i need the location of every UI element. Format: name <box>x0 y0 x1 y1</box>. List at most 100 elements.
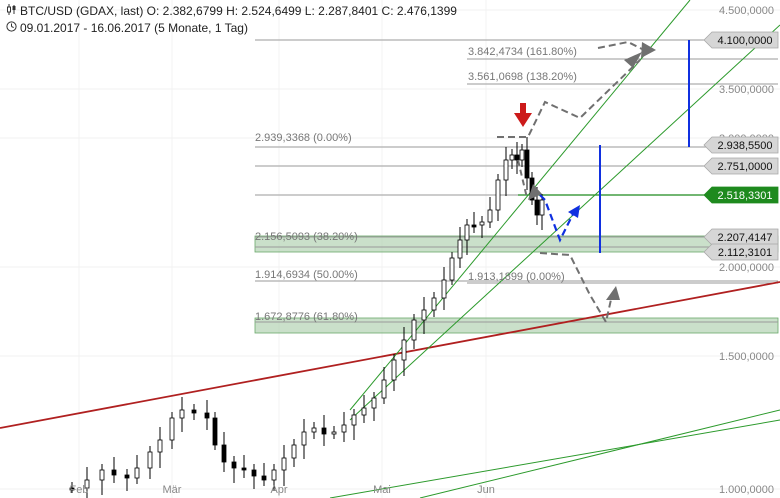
x-tick-label: Feb <box>70 484 89 496</box>
candle-body <box>431 297 437 311</box>
price-markers: 4.100,0000 2.938,5500 2.751,0000 2.518,3301… <box>703 31 779 261</box>
candle-body <box>241 467 247 471</box>
projection-arrowhead <box>624 52 642 68</box>
fibonacci-label: 1.914,6934 (50.00%) <box>255 269 358 281</box>
period-line: 09.01.2017 - 16.06.2017 (5 Monate, 1 Tag… <box>20 21 248 35</box>
price-marker-label: 2.518,3301 <box>717 190 772 202</box>
trend-line-green <box>349 0 691 411</box>
projection-path-low <box>539 252 613 325</box>
candle-body <box>503 159 509 181</box>
red-arrow-shaft <box>520 103 526 114</box>
price-marker-box <box>703 136 779 154</box>
price-marker-label: 2.112,3101 <box>718 247 772 259</box>
candle-body <box>147 451 153 469</box>
candle-body <box>84 479 90 489</box>
candle-body <box>111 469 117 476</box>
candle-body <box>321 427 327 435</box>
projection-path-top <box>597 40 649 53</box>
price-marker-box <box>703 157 779 175</box>
candle-body <box>99 469 105 481</box>
x-tick-label: Jun <box>477 484 495 496</box>
candle-body <box>449 257 455 281</box>
fibonacci-label: 3.842,4734 (161.80%) <box>468 46 577 58</box>
price-marker-label: 2.938,5500 <box>717 140 772 152</box>
chart-header-quote: BTC/USD (GDAX, last) O: 2.382,6799 H: 2.… <box>6 4 457 18</box>
candle-body <box>179 409 185 419</box>
candle-body <box>391 359 397 381</box>
price-marker-box <box>703 186 779 204</box>
candle-body <box>341 424 347 433</box>
projection-path-down <box>517 159 528 199</box>
price-marker-box <box>703 228 779 246</box>
red-arrow-head <box>514 113 532 127</box>
candle-body <box>311 427 317 433</box>
x-axis: Feb Mär Apr Mai Jun <box>70 484 495 496</box>
candle-body <box>371 397 377 409</box>
fibonacci-label: 1.672,8776 (61.80%) <box>255 311 358 323</box>
price-marker-label: 2.207,4147 <box>717 232 772 244</box>
candle-body <box>134 467 140 479</box>
candlestick-icon <box>6 4 17 18</box>
fibonacci-label: 3.561,0698 (138.20%) <box>468 71 577 83</box>
candle-body <box>157 439 163 453</box>
candle-body <box>421 309 427 321</box>
candle-body <box>464 224 470 241</box>
x-tick-label: Apr <box>270 484 287 496</box>
candle-body <box>124 474 130 479</box>
projection-arrowhead <box>528 184 542 200</box>
candle-body <box>301 431 307 446</box>
candle-body <box>457 239 463 259</box>
x-tick-label: Mär <box>163 484 182 496</box>
y-tick-label: 2.000,0000 <box>719 262 774 274</box>
fibonacci-label: 2.156,5093 (38.20%) <box>255 231 358 243</box>
candle-body <box>251 469 257 477</box>
candle-body <box>487 209 493 223</box>
price-marker-label: 4.100,0000 <box>717 35 772 47</box>
candle-body <box>441 279 447 299</box>
projection-arrows <box>497 40 690 325</box>
candle-body <box>204 412 210 419</box>
candle-body <box>495 179 501 211</box>
candle-body <box>381 379 387 399</box>
candle-body <box>539 199 545 216</box>
candle-body <box>212 417 218 446</box>
fibonacci-label: 2.939,3368 (0.00%) <box>255 132 352 144</box>
candle-body <box>169 417 175 441</box>
candle-body <box>69 487 75 491</box>
projection-arrowhead <box>641 42 656 58</box>
candle-body <box>291 444 297 459</box>
candle-body <box>351 414 357 426</box>
projection-arrowhead <box>606 286 620 300</box>
y-tick-label: 3.500,0000 <box>719 84 774 96</box>
candle-body <box>514 154 520 161</box>
candle-body <box>271 469 277 481</box>
candle-body <box>281 457 287 471</box>
candle-body <box>471 224 477 228</box>
fibonacci-label: 1.913,1899 (0.00%) <box>468 271 565 283</box>
chart-header-period: 09.01.2017 - 16.06.2017 (5 Monate, 1 Tag… <box>6 21 248 35</box>
y-tick-label: 1.500,0000 <box>719 351 774 363</box>
projection-arrowhead <box>568 205 580 218</box>
candle-body <box>479 221 485 226</box>
quote-line: BTC/USD (GDAX, last) O: 2.382,6799 H: 2.… <box>20 4 457 18</box>
clock-icon <box>6 21 17 35</box>
projection-path-blue <box>539 194 576 243</box>
trend-line-green <box>329 419 780 498</box>
price-marker-label: 2.751,0000 <box>717 161 772 173</box>
candle-body <box>401 339 407 361</box>
y-tick-label: 1.000,0000 <box>719 484 774 496</box>
y-tick-label: 4.500,0000 <box>719 5 774 17</box>
candle-body <box>191 409 197 414</box>
fibonacci-labels: 3.842,4734 (161.80%) 3.561,0698 (138.20%)… <box>255 46 577 323</box>
projection-path-up <box>497 59 641 138</box>
candle-body <box>261 475 267 481</box>
trend-line-green <box>419 409 780 498</box>
candle-body <box>509 154 515 161</box>
candle-body <box>411 319 417 341</box>
candle-body <box>331 431 337 435</box>
candle-body <box>534 199 540 216</box>
candle-body <box>221 444 227 463</box>
